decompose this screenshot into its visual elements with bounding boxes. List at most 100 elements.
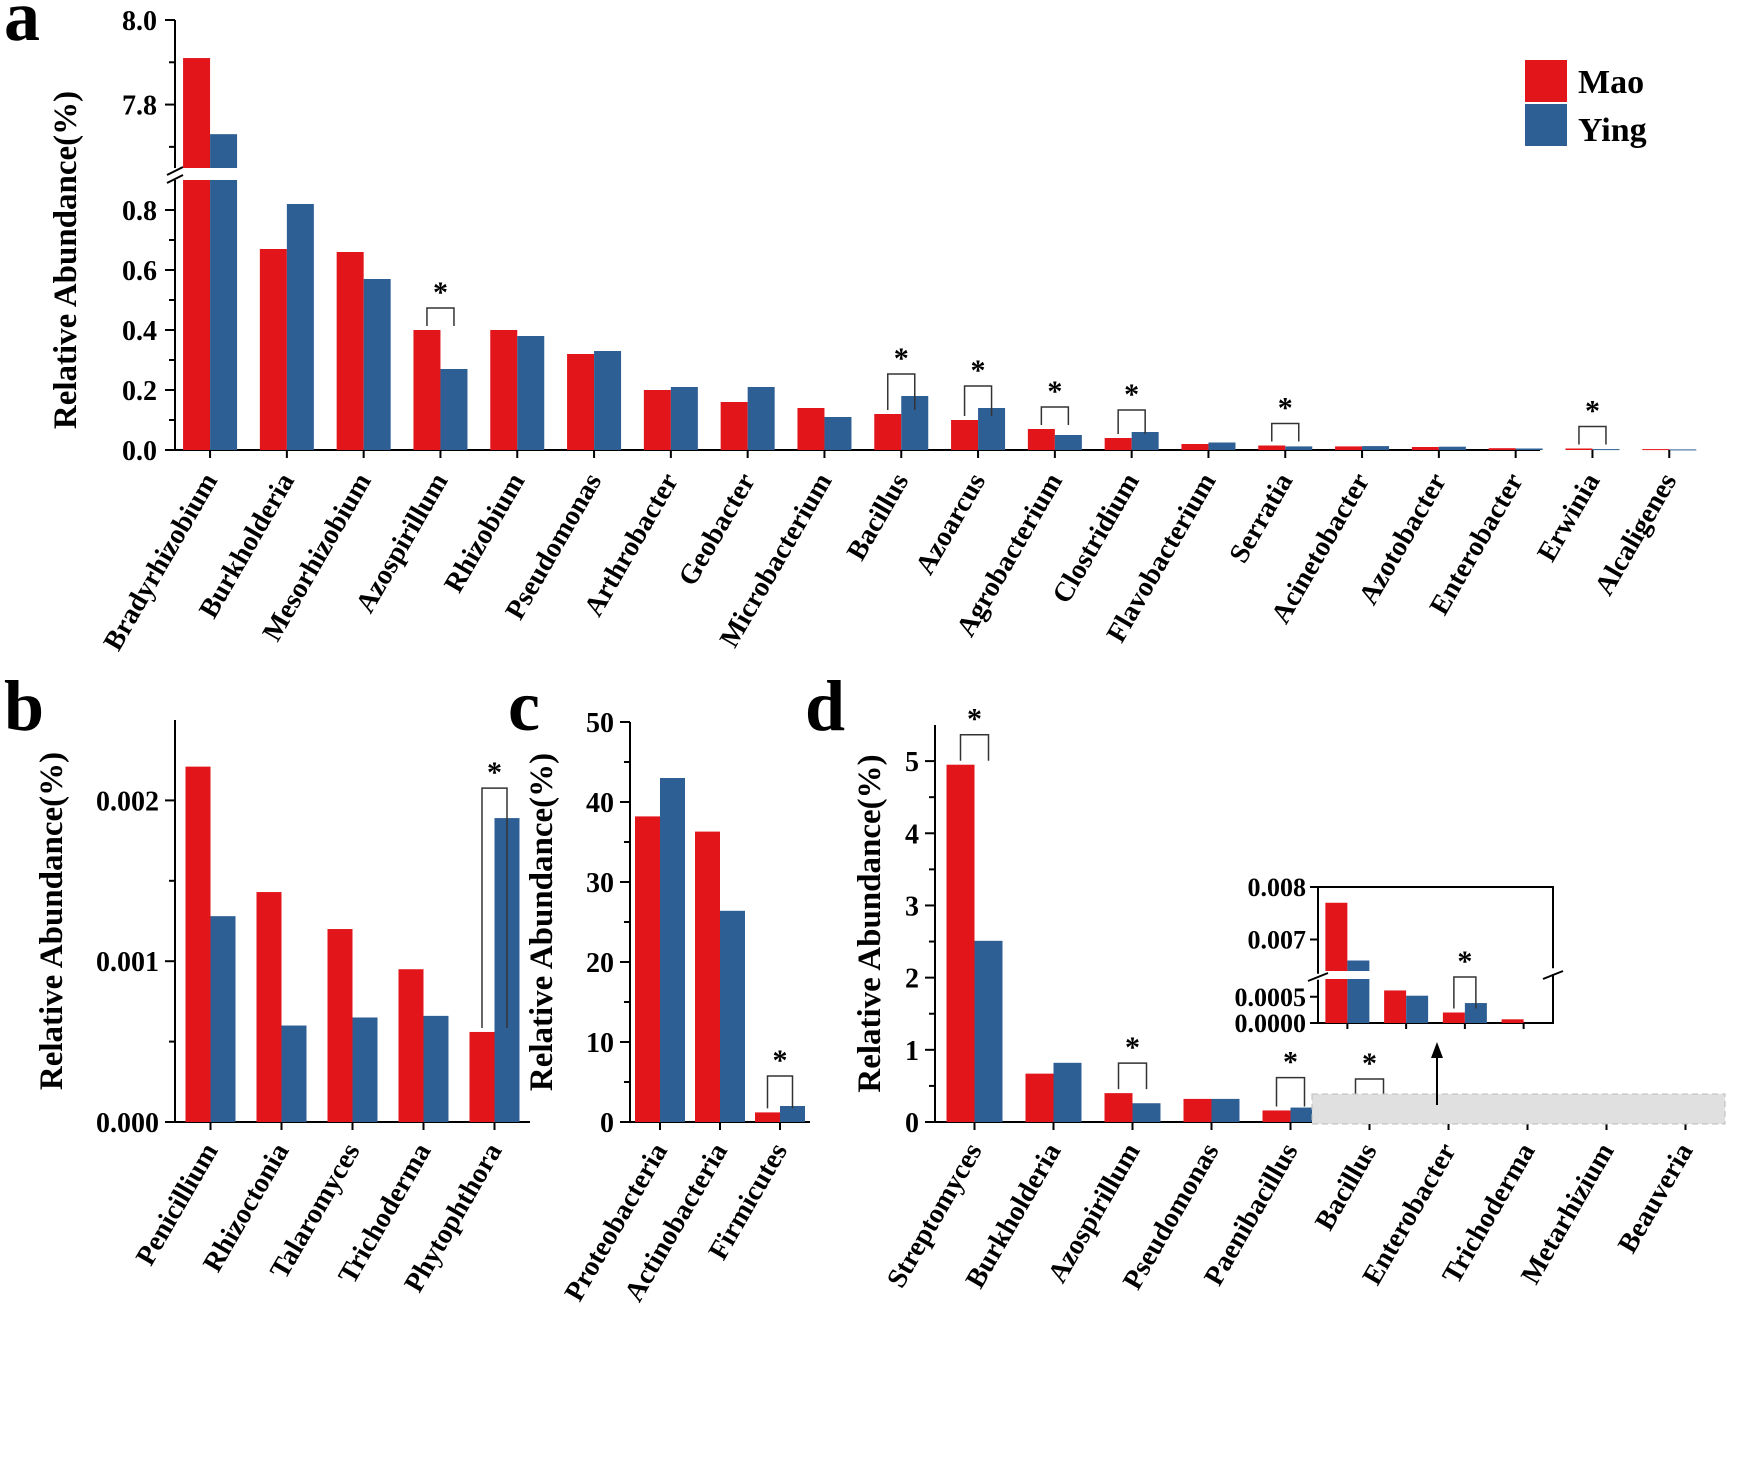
bar-ying-firmicutes	[780, 1106, 805, 1122]
y-tick-label: 0	[905, 1108, 919, 1139]
bar-mao-erwinia	[1565, 448, 1593, 450]
y-tick-label: 30	[586, 868, 614, 899]
bar-ying-bradyrhizobium	[210, 134, 238, 168]
inset-y-tick-label: 0.0000	[1235, 1009, 1307, 1038]
bar-mao-serratia	[1258, 445, 1286, 450]
sig-azospirillum-bracket	[1117, 1062, 1148, 1090]
bar-mao-microbacterium	[797, 408, 825, 450]
y-tick-label: 5	[905, 747, 919, 778]
bar-ying-enterobacter	[1515, 448, 1543, 450]
sig-erwinia-sig-mark: *	[1585, 395, 1600, 428]
legend-label-mao: Mao	[1578, 64, 1644, 101]
y-tick-label: 0.001	[96, 947, 159, 978]
panel-label-a: a	[4, 0, 40, 56]
x-tick-label: Serratia	[1223, 468, 1299, 568]
sig-erwinia-bracket	[1578, 425, 1607, 445]
y-tick-label: 1	[905, 1036, 919, 1067]
bar-mao-proteobacteria	[635, 816, 660, 1122]
y-axis-label: Relative Abundance(%)	[524, 753, 560, 1091]
y-tick-label: 8.0	[122, 6, 157, 37]
sig-firmicutes-bracket	[766, 1075, 794, 1109]
inset-bar-ying-metarhizium	[1464, 1003, 1487, 1023]
inset-bar-mao-enterobacter-lower	[1325, 979, 1348, 1023]
bar-mao-acinetobacter	[1335, 446, 1363, 450]
panel-label-b: b	[4, 666, 44, 746]
axis-break-mark	[166, 166, 184, 176]
bar-mao-paenibacillus	[1262, 1110, 1291, 1122]
bar-mao-bacillus	[874, 414, 902, 450]
bar-mao-rhizoctonia	[256, 892, 282, 1122]
x-tick-label: Bacillus	[841, 468, 915, 566]
inset-sig-metarhizium-bracket	[1453, 976, 1477, 1009]
bar-mao-alcaligenes	[1642, 449, 1670, 451]
sig-bacillus-bracket	[887, 373, 916, 410]
sig-paenibacillus-bracket	[1275, 1076, 1306, 1107]
bar-mao-burkholderia	[259, 249, 287, 450]
bar-ying-serratia	[1285, 446, 1313, 450]
bar-mao-enterobacter	[1488, 448, 1516, 450]
y-tick-label: 40	[586, 788, 614, 819]
inset-axis-break-mark	[1542, 970, 1564, 980]
bar-mao-flavobacterium	[1181, 444, 1209, 450]
bar-ying-rhizobium	[517, 336, 545, 450]
sig-bacillus-sig-mark: *	[894, 342, 909, 375]
bar-mao-talaromyces	[327, 929, 353, 1122]
x-tick-label: Azoarcus	[910, 468, 993, 580]
x-tick-label: Bradyrhizobium	[98, 468, 224, 656]
sig-azospirillum-sig-mark: *	[1125, 1031, 1140, 1064]
y-tick-label: 0.0	[122, 436, 157, 467]
inset-y-tick-label: 0.007	[1248, 926, 1307, 955]
bar-mao-azotobacter	[1411, 447, 1439, 450]
y-tick-label: 0.002	[96, 786, 159, 817]
inset-bar-ying-enterobacter-lower	[1347, 979, 1370, 1023]
y-tick-label: 50	[586, 708, 614, 739]
y-tick-label: 3	[905, 891, 919, 922]
bar-mao-streptomyces	[946, 764, 975, 1122]
bar-mao-agrobacterium	[1027, 429, 1055, 450]
x-tick-label: Beauveria	[1612, 1138, 1700, 1259]
sig-serratia-sig-mark: *	[1278, 392, 1293, 425]
bar-mao-burkholderia	[1025, 1073, 1054, 1122]
legend: Mao Ying	[1525, 60, 1647, 149]
bar-mao-penicillium	[185, 766, 211, 1122]
bar-ying-azospirillum	[440, 369, 468, 450]
bar-ying-erwinia	[1592, 449, 1620, 451]
inset-bar-ying-enterobacter	[1347, 960, 1370, 971]
bar-ying-acinetobacter	[1362, 446, 1390, 450]
inset-y-tick-label: 0.008	[1248, 873, 1307, 902]
y-tick-label: 0.6	[122, 256, 157, 287]
sig-azoarcus-bracket	[963, 385, 993, 416]
panel-label-d: d	[805, 666, 845, 746]
bar-ying-agrobacterium	[1054, 435, 1082, 450]
sig-azoarcus-sig-mark: *	[971, 354, 986, 387]
bar-mao-phytophthora	[469, 1031, 495, 1122]
y-tick-label: 10	[586, 1028, 614, 1059]
inset-axis-break	[1307, 968, 1564, 980]
inset-bar-mao-beauveria	[1501, 1019, 1524, 1023]
x-tick-label: Geobacter	[673, 468, 762, 591]
sig-paenibacillus-sig-mark: *	[1283, 1046, 1298, 1079]
y-tick-label: 7.8	[122, 91, 157, 122]
x-tick-label: Bacillus	[1309, 1138, 1383, 1236]
sig-bacillus-sig-mark: *	[1362, 1047, 1377, 1080]
panel-label-c: c	[508, 666, 540, 746]
bar-ying-alcaligenes	[1669, 449, 1697, 451]
y-tick-label: 4	[905, 819, 919, 850]
bar-mao-mesorhizobium	[336, 252, 364, 450]
y-tick-label: 0	[600, 1108, 614, 1139]
bar-ying-clostridium	[1131, 432, 1159, 450]
bar-ying-mesorhizobium	[363, 279, 391, 450]
y-tick-label: 0.4	[122, 316, 157, 347]
bar-ying-arthrobacter	[670, 387, 698, 450]
y-tick-label: 0.2	[122, 376, 157, 407]
bar-ying-flavobacterium	[1208, 442, 1236, 450]
bar-ying-bradyrhizobium-lower	[210, 180, 238, 450]
panel-a: a 0.0 0.2 0.4 0.6 0.8 7.8 8.0 Relative Abundance…	[4, 0, 1697, 656]
bar-ying-azospirillum	[1132, 1103, 1161, 1122]
zoom-region	[1311, 1093, 1726, 1125]
y-axis-label: Relative Abundance(%)	[48, 91, 84, 429]
bar-ying-microbacterium	[824, 417, 852, 450]
